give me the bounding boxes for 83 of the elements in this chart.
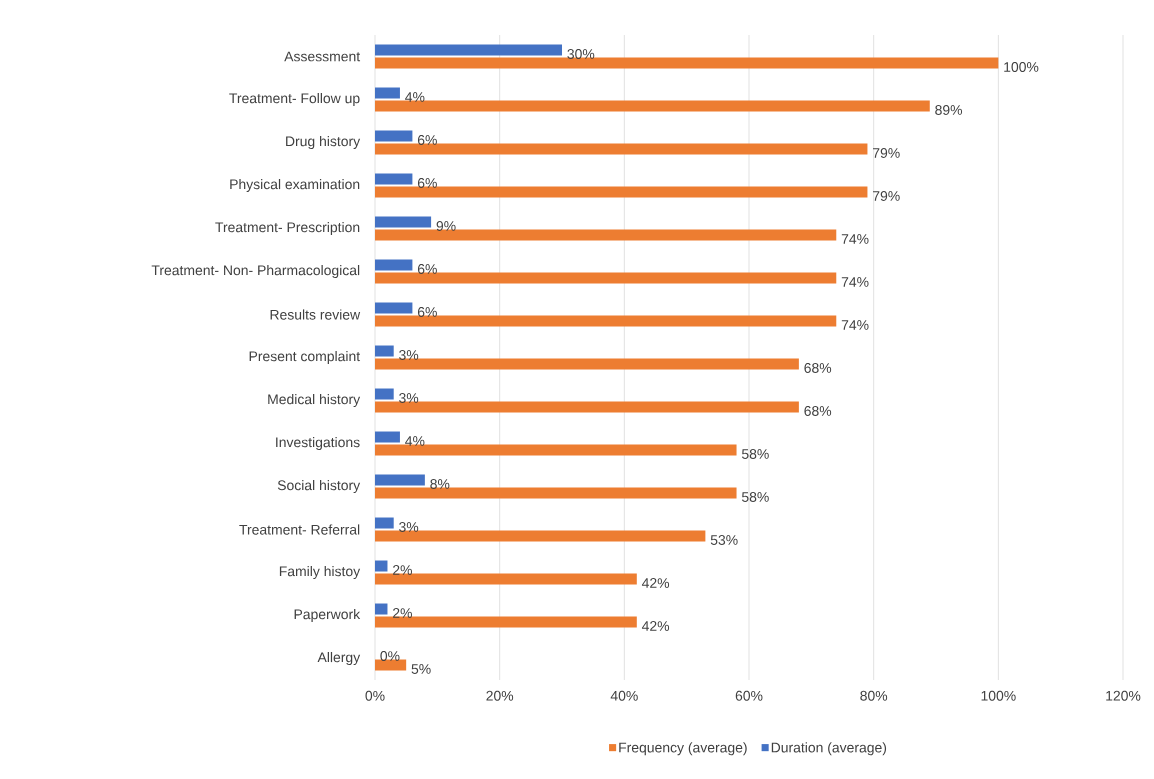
x-tick-label: 100% xyxy=(981,690,1016,701)
data-label: 6% xyxy=(417,135,437,145)
data-label: 2% xyxy=(393,608,412,618)
data-label: 74% xyxy=(841,320,869,330)
y-tick-label: Results review xyxy=(270,309,361,320)
x-tick-label: 20% xyxy=(486,690,514,701)
y-tick-label: Drug history xyxy=(286,136,361,149)
data-label: 89% xyxy=(935,105,963,115)
bar xyxy=(375,186,868,198)
x-tick-label: 0% xyxy=(365,690,385,701)
bar xyxy=(375,659,407,671)
bar xyxy=(375,560,388,572)
y-tick-label: Treatment- Non- Pharmacological xyxy=(151,265,360,278)
data-label: 2% xyxy=(393,565,412,575)
data-label: 3% xyxy=(399,393,419,403)
bar xyxy=(375,444,737,456)
y-tick-label: Treatment- Prescription xyxy=(215,222,360,235)
bar xyxy=(375,603,388,615)
bar xyxy=(375,173,413,185)
y-tick-label: Paperwork xyxy=(294,609,361,622)
x-tick-label: 40% xyxy=(610,690,638,701)
bar xyxy=(375,345,394,357)
bar xyxy=(375,100,930,112)
bar xyxy=(375,143,868,155)
data-label: 6% xyxy=(417,264,437,274)
bar xyxy=(375,44,562,56)
x-tick-label: 120% xyxy=(1106,690,1141,701)
bar xyxy=(375,216,432,228)
data-label: 6% xyxy=(417,178,437,188)
bar xyxy=(375,573,637,585)
data-label: 6% xyxy=(417,307,437,317)
data-label: 4% xyxy=(405,92,425,102)
bar xyxy=(375,87,400,99)
data-label: 68% xyxy=(804,406,832,416)
data-label: 42% xyxy=(641,621,670,631)
y-tick-label: Investigations xyxy=(276,437,360,450)
bar xyxy=(375,130,413,142)
y-tick-label: Allergy xyxy=(317,652,361,665)
data-label: 79% xyxy=(873,148,900,158)
bar xyxy=(375,401,799,413)
bar xyxy=(375,302,413,314)
bar xyxy=(375,259,413,271)
y-tick-label: Present complaint xyxy=(249,351,361,364)
y-tick-label: Social history xyxy=(277,480,361,493)
y-tick-label: Family histoy xyxy=(279,566,361,579)
bar xyxy=(375,272,837,284)
data-label: 100% xyxy=(1004,62,1039,72)
data-label: 30% xyxy=(567,49,595,59)
bar xyxy=(375,388,394,400)
y-tick-label: Treatment- Referral xyxy=(239,524,360,535)
y-tick-label: Assessment xyxy=(284,51,361,62)
legend-label: Frequency (average) xyxy=(619,742,747,756)
data-label: 74% xyxy=(841,234,869,244)
data-label: 3% xyxy=(399,522,419,532)
x-tick-label: 60% xyxy=(735,690,763,701)
bar xyxy=(375,530,706,542)
data-label: 58% xyxy=(741,492,769,502)
legend-label: Duration (average) xyxy=(771,742,887,756)
y-tick-label: Medical history xyxy=(268,394,361,407)
data-label: 9% xyxy=(436,221,456,231)
bar xyxy=(375,315,837,327)
bar xyxy=(375,57,999,69)
data-label: 4% xyxy=(405,436,425,446)
bar xyxy=(375,358,799,370)
y-tick-label: Treatment- Follow up xyxy=(229,93,360,106)
bar xyxy=(375,474,425,486)
data-label: 58% xyxy=(741,449,769,459)
data-label: 3% xyxy=(399,350,419,360)
data-label: 79% xyxy=(873,191,900,201)
bar xyxy=(375,517,394,529)
x-tick-label: 80% xyxy=(860,690,888,701)
data-label: 0% xyxy=(380,651,400,661)
data-label: 53% xyxy=(710,535,738,545)
bar xyxy=(375,229,837,241)
bar xyxy=(375,431,400,443)
data-label: 42% xyxy=(641,578,670,588)
data-label: 74% xyxy=(841,277,869,287)
data-label: 8% xyxy=(430,479,450,489)
y-tick-label: Physical examination xyxy=(230,179,360,192)
bar xyxy=(375,616,637,628)
bar xyxy=(375,487,737,499)
data-label: 5% xyxy=(411,664,431,674)
data-label: 68% xyxy=(804,363,832,373)
